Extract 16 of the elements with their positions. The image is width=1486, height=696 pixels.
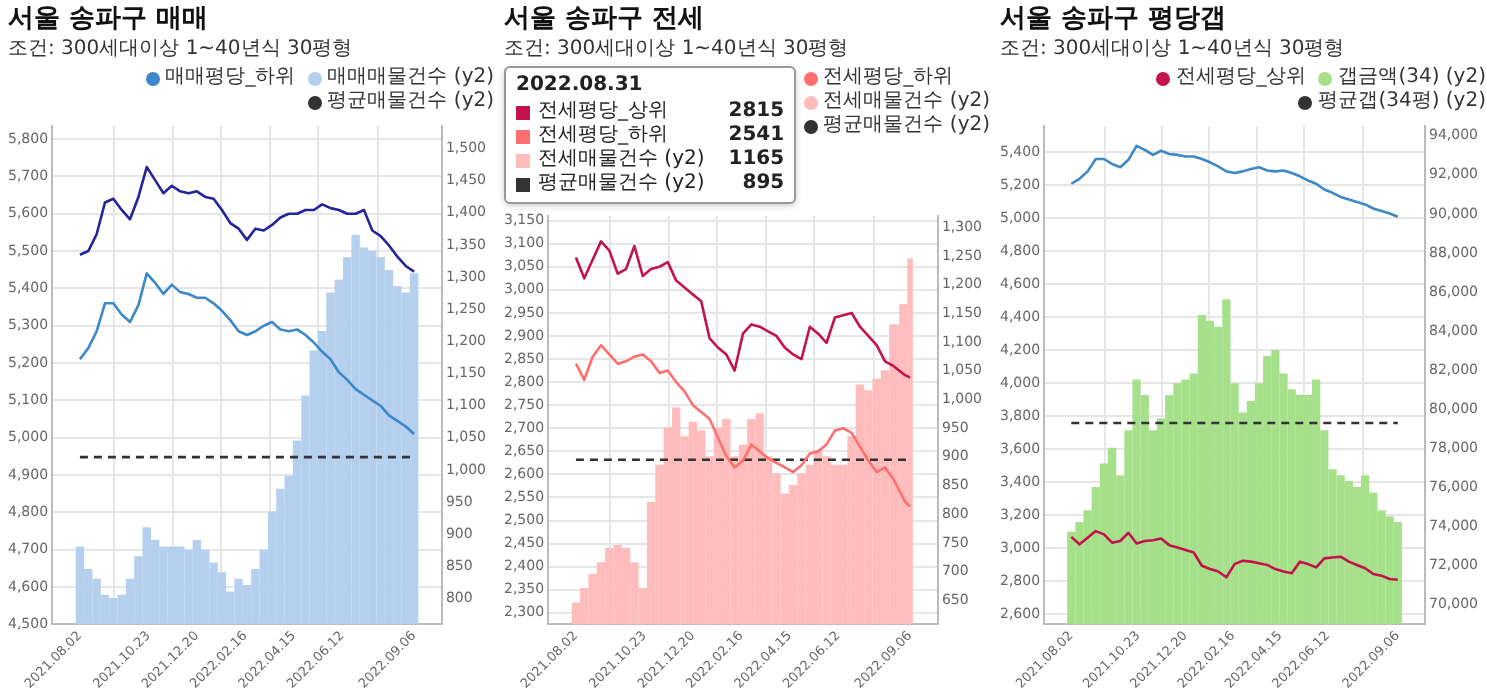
legend-label: 전세평당_상위 (1176, 66, 1307, 90)
legend-label: 전세평당_하위 (823, 66, 954, 90)
legend-label: 평균매물건수 (y2) (823, 114, 990, 138)
chart-title: 서울 송파구 매매 (8, 4, 211, 36)
legend-label: 갭금액(34) (y2) (1338, 66, 1486, 90)
chart-subtitle: 조건: 300세대이상 1~40년식 30평형 (8, 36, 355, 62)
legend-label: 전세매물건수 (y2) (823, 90, 990, 114)
chart-subtitle: 조건: 300세대이상 1~40년식 30평형 (1000, 36, 1347, 62)
legend-label: 평균갭(34평) (y2) (1318, 90, 1486, 114)
legend-label: 매매평당_하위 (165, 66, 296, 90)
tooltip: 2022.08.31 전세평당_상위 2815 전세평당_하위 2541 전세매물건수 (y2) 1165 평균매물건수 (y2) 895 (504, 66, 797, 204)
legend-label: 평균매물건수 (y2) (327, 90, 494, 114)
chart-title: 서울 송파구 전세 (504, 4, 707, 36)
chart-title: 서울 송파구 평당갭 (1000, 4, 1229, 36)
legend-label: 매매매물건수 (y2) (327, 66, 494, 90)
chart-subtitle: 조건: 300세대이상 1~40년식 30평형 (504, 36, 851, 62)
